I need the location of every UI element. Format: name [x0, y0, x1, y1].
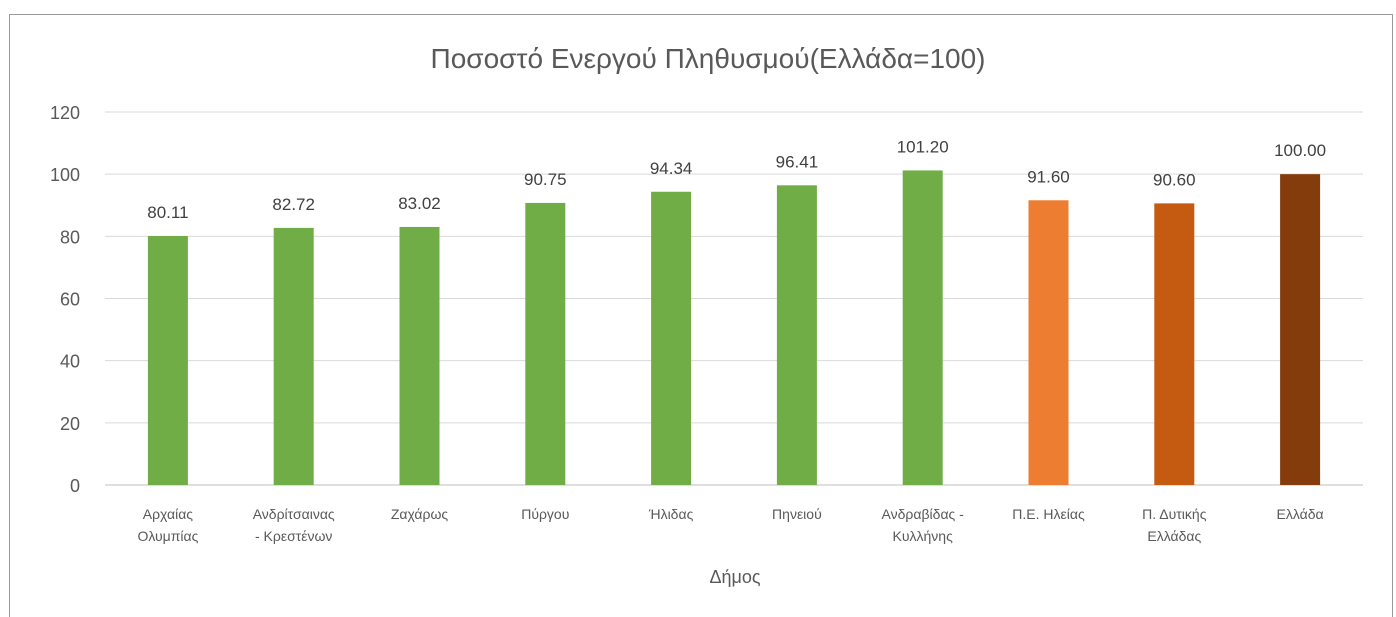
x-tick-label: Ελλάδα	[1277, 506, 1324, 522]
x-tick-label: Ελλάδας	[1147, 528, 1201, 544]
y-tick-label: 40	[60, 352, 80, 372]
bar	[1154, 203, 1195, 485]
x-tick-label: Π. Δυτικής	[1142, 506, 1207, 522]
bar	[902, 170, 943, 486]
data-label: 91.60	[1027, 167, 1070, 186]
y-tick-label: 20	[60, 414, 80, 434]
bar	[1280, 174, 1321, 485]
x-axis-title: Δήμος	[709, 567, 760, 587]
x-tick-label: Πηνειού	[772, 506, 822, 522]
bar	[399, 226, 440, 485]
x-tick-label: Ήλιδας	[648, 506, 694, 522]
y-axis-ticks: 0 20 40 60 80 100 120	[50, 103, 80, 496]
chart-title: Ποσοστό Ενεργού Πληθυσμού(Ελλάδα=100)	[431, 43, 986, 74]
bar	[525, 202, 566, 485]
bar	[273, 227, 314, 485]
y-tick-label: 60	[60, 290, 80, 310]
x-tick-label: Π.Ε. Ηλείας	[1012, 506, 1085, 522]
data-label: 96.41	[776, 152, 819, 171]
data-label: 80.11	[147, 203, 188, 222]
y-tick-label: 120	[50, 103, 80, 123]
data-label: 90.60	[1153, 170, 1196, 189]
data-label: 82.72	[272, 195, 315, 214]
grid-lines	[105, 111, 1363, 486]
bar	[147, 235, 188, 485]
x-tick-label: Κυλλήνης	[893, 528, 954, 544]
y-tick-label: 100	[50, 165, 80, 185]
data-label: 90.75	[524, 170, 567, 189]
bar	[651, 191, 692, 485]
data-label: 83.02	[398, 194, 441, 213]
data-label: 100.00	[1274, 141, 1326, 160]
x-tick-label: - Κρεστένων	[255, 528, 332, 544]
y-tick-label: 80	[60, 227, 80, 247]
bars	[147, 170, 1321, 486]
y-tick-label: 0	[70, 476, 80, 496]
x-tick-label: Ανδραβίδας -	[882, 506, 965, 522]
data-label: 101.20	[897, 137, 949, 156]
x-tick-label: Πύργου	[521, 506, 569, 522]
bar	[1028, 200, 1069, 485]
x-axis-categories: Αρχαίας Ολυμπίας Ανδρίτσαινας - Κρεστένων Ζα…	[137, 506, 1323, 544]
x-tick-label: Αρχαίας	[143, 506, 194, 522]
bar	[776, 185, 817, 486]
x-tick-label: Ανδρίτσαινας	[253, 506, 335, 522]
data-label: 94.34	[650, 159, 693, 178]
x-tick-label: Ζαχάρως	[391, 506, 449, 522]
data-labels: 80.11 82.72 83.02 90.75 94.34 96.41 101.20 91.6…	[147, 137, 1326, 222]
x-tick-label: Ολυμπίας	[137, 528, 198, 544]
